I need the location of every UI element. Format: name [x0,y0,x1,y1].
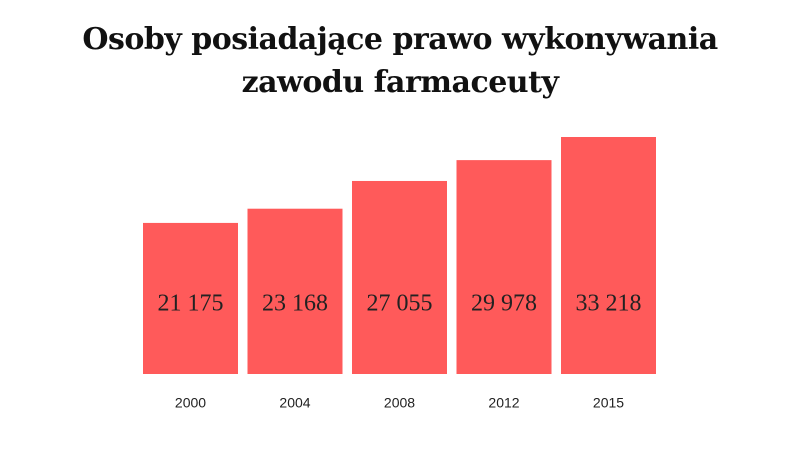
value-label: 23 168 [262,291,328,317]
bar [456,160,552,374]
bar [247,208,343,374]
x-tick-label: 2008 [384,395,415,411]
value-label: 27 055 [367,291,433,317]
x-tick-label: 2004 [279,395,310,411]
value-label: 29 978 [471,291,537,317]
bar [561,137,656,374]
value-label: 21 175 [158,291,224,317]
chart-title: Osoby posiadające prawo wykonywania zawo… [82,22,718,100]
bar [143,222,238,374]
bar [352,180,447,374]
value-label: 33 218 [576,291,642,317]
x-tick-label: 2012 [488,395,519,411]
x-tick-label: 2015 [593,395,624,411]
x-tick-label: 2000 [175,395,206,411]
